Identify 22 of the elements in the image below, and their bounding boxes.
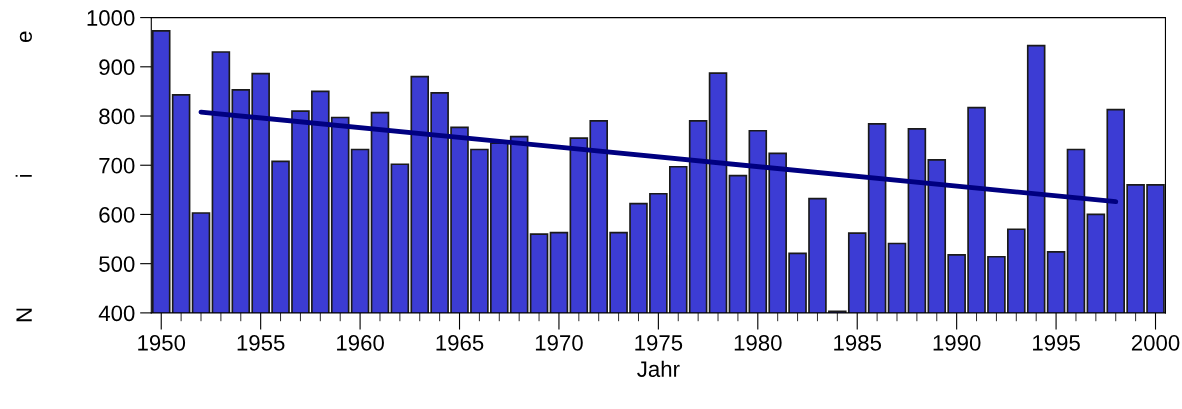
x-tick-label: 1985 bbox=[834, 335, 882, 351]
x-tick-label: 1990 bbox=[933, 335, 981, 351]
x-tick-label: 1965 bbox=[436, 335, 484, 351]
y-tick-label: 400 bbox=[98, 305, 135, 322]
x-axis-title: Jahr bbox=[637, 360, 680, 378]
y-tick-label: 600 bbox=[99, 206, 135, 223]
x-tick-label: 2000 bbox=[1131, 335, 1180, 351]
text: N bbox=[16, 308, 32, 322]
text: e bbox=[19, 31, 32, 43]
x-tick-label: 1970 bbox=[535, 335, 583, 351]
y-tick-label: 1000 bbox=[87, 10, 135, 26]
text: i bbox=[15, 174, 32, 177]
y-tick-label: 900 bbox=[99, 59, 135, 76]
x-tick-label: 1995 bbox=[1033, 335, 1080, 351]
y-tick-label: 500 bbox=[99, 256, 135, 272]
y-tick-label: 700 bbox=[99, 157, 135, 174]
x-tick-label: 1960 bbox=[337, 335, 384, 351]
x-tick-label: 1955 bbox=[237, 335, 285, 351]
x-tick-label: 1975 bbox=[635, 335, 683, 351]
x-tick-label: 1950 bbox=[138, 335, 186, 351]
x-tick-label: 1980 bbox=[734, 335, 782, 351]
y-tick-label: 800 bbox=[99, 108, 135, 125]
